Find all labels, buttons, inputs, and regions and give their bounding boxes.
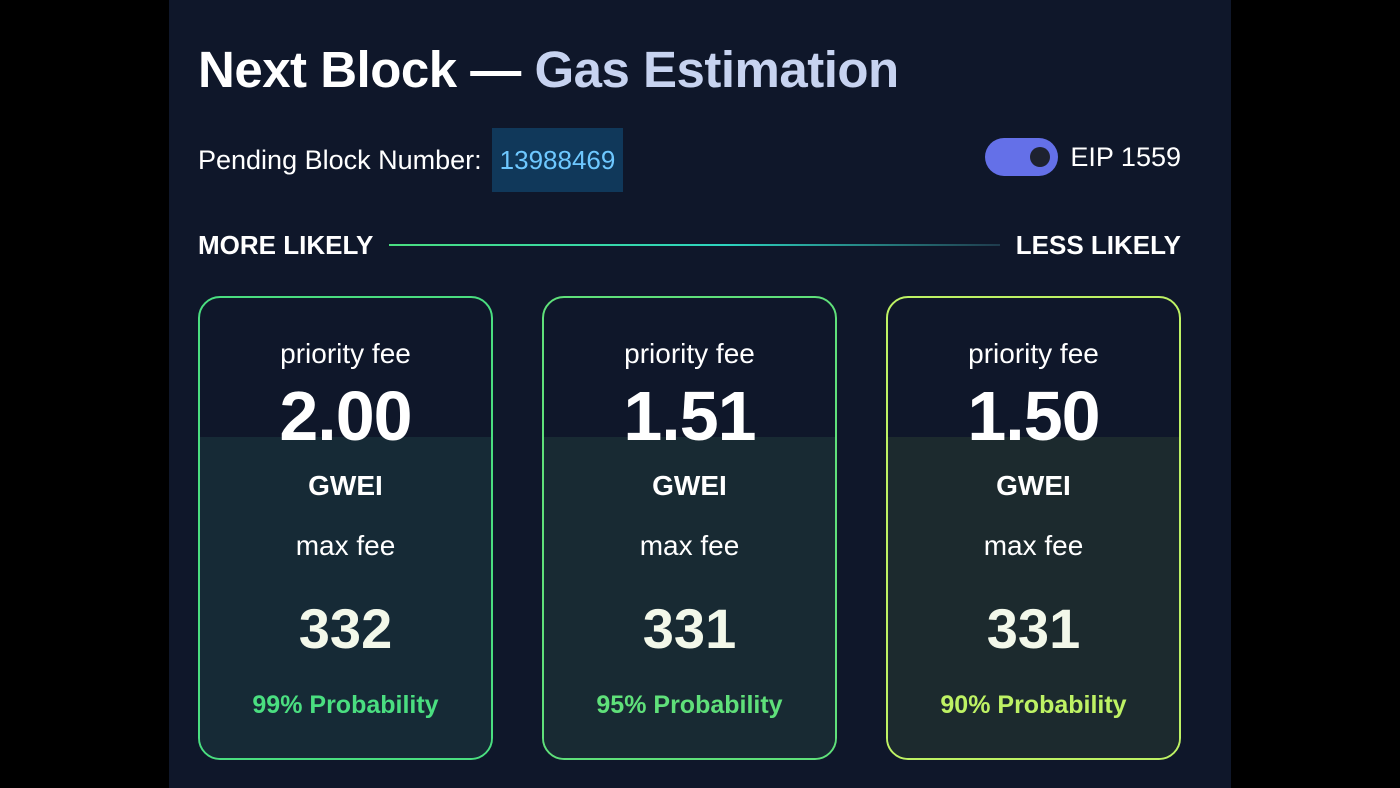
max-fee-value: 331 bbox=[986, 597, 1081, 660]
pending-block-label: Pending Block Number: bbox=[198, 144, 482, 175]
pending-block-number[interactable]: 13988469 bbox=[491, 128, 624, 192]
eip-1559-label: EIP 1559 bbox=[1070, 141, 1181, 172]
probability-label: 90% Probability bbox=[940, 691, 1127, 719]
estimate-card-90[interactable]: priority fee 1.50 GWEI max fee 331 90% P… bbox=[886, 296, 1181, 760]
gwei-unit: GWEI bbox=[652, 470, 727, 501]
priority-fee-label: priority fee bbox=[280, 338, 411, 369]
priority-fee-label: priority fee bbox=[624, 338, 755, 369]
likelihood-line bbox=[389, 244, 1000, 246]
title-main: Next Block — bbox=[198, 41, 535, 98]
card-fill bbox=[200, 437, 491, 758]
card-content: priority fee 2.00 GWEI max fee 332 99% P… bbox=[200, 298, 491, 758]
priority-fee-value: 1.50 bbox=[967, 377, 1100, 455]
gas-estimation-panel: Next Block — Gas Estimation Pending Bloc… bbox=[169, 0, 1231, 788]
toggle-knob bbox=[1030, 147, 1051, 167]
max-fee-label: max fee bbox=[639, 530, 740, 561]
probability-label: 99% Probability bbox=[252, 691, 439, 719]
estimate-card-99[interactable]: priority fee 2.00 GWEI max fee 332 99% P… bbox=[198, 296, 493, 760]
card-content: priority fee 1.51 GWEI max fee 331 95% P… bbox=[544, 298, 835, 758]
priority-fee-label: priority fee bbox=[968, 338, 1099, 369]
eip-1559-toggle[interactable] bbox=[985, 138, 1059, 176]
pending-block: Pending Block Number: 13988469 bbox=[198, 128, 624, 192]
priority-fee-value: 1.51 bbox=[623, 377, 756, 455]
page-title: Next Block — Gas Estimation bbox=[198, 40, 899, 99]
likelihood-scale: MORE LIKELY LESS LIKELY bbox=[198, 228, 1181, 262]
gwei-unit: GWEI bbox=[308, 470, 383, 501]
max-fee-value: 331 bbox=[642, 597, 737, 660]
probability-label: 95% Probability bbox=[596, 691, 783, 719]
max-fee-label: max fee bbox=[983, 530, 1084, 561]
less-likely-label: LESS LIKELY bbox=[1015, 229, 1181, 260]
eip-1559-control: EIP 1559 bbox=[985, 138, 1181, 176]
estimate-card-95[interactable]: priority fee 1.51 GWEI max fee 331 95% P… bbox=[542, 296, 837, 760]
title-accent: Gas Estimation bbox=[534, 41, 899, 98]
card-fill bbox=[544, 437, 835, 758]
gwei-unit: GWEI bbox=[996, 470, 1071, 501]
max-fee-value: 332 bbox=[298, 597, 393, 660]
max-fee-label: max fee bbox=[295, 530, 396, 561]
more-likely-label: MORE LIKELY bbox=[198, 229, 374, 260]
card-fill bbox=[888, 437, 1179, 758]
priority-fee-value: 2.00 bbox=[279, 377, 412, 455]
card-content: priority fee 1.50 GWEI max fee 331 90% P… bbox=[888, 298, 1179, 758]
